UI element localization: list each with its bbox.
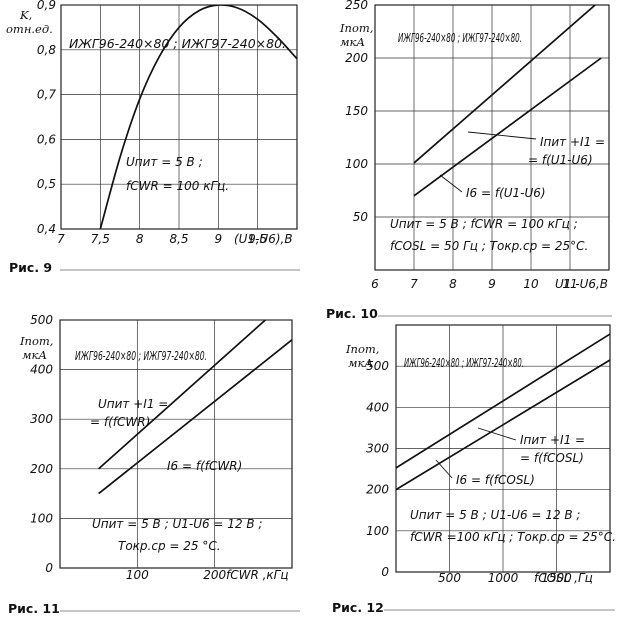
fig10-ylabel: Iпот, [339, 21, 373, 35]
fig11-title: ИЖГ96-240×80 ; ИЖГ97-240×80. [75, 348, 207, 363]
fig11-caption: Рис. 11 [8, 601, 60, 616]
fig11-yunit: мкА [22, 348, 47, 362]
fig10-ytick-label: 200 [345, 51, 368, 65]
fig9-xtick-label: 9,5 [248, 232, 267, 246]
chart-fig9: 7 7,5 8 8,5 9 9,5 0,4 0,5 0,6 0,7 0,8 0,9 K, отн.е… [6, 0, 300, 275]
fig10-ytick-label: 250 [345, 0, 368, 12]
fig12-xtick-label: 500 [438, 571, 461, 585]
fig9-xtick-label: 9 [215, 232, 223, 246]
fig11-condition-1: Uпит = 5 В ; U1-U6 = 12 В ; [92, 517, 262, 531]
fig10-yunit: мкА [340, 35, 365, 49]
fig12-ytick-label: 500 [366, 359, 389, 373]
fig11-ytick-label: 0 [45, 561, 53, 575]
fig9-xtick-label: 8,5 [169, 232, 188, 246]
fig11-ytick-label: 300 [30, 412, 53, 426]
fig12-title: ИЖГ96-240×80 ; ИЖГ97-240×80. [404, 355, 524, 370]
fig11-ylabel: Iпот, [19, 334, 53, 348]
fig10-title-1: ИЖГ96-240×80 ; ИЖГ97-240×80. [398, 30, 522, 45]
fig10-xtick-label: 11 [562, 277, 577, 291]
fig9-xlabel: (U1-U6),В [234, 232, 293, 246]
fig10-xtick-label: 7 [410, 277, 418, 291]
fig12-ytick-label: 0 [381, 565, 389, 579]
fig9-series-line-1 [99, 5, 297, 229]
fig9-ytick-label: 0,6 [37, 132, 56, 146]
fig12-ytick-label: 400 [366, 400, 389, 414]
fig10-series2-label: I6 = f(U1-U6) [466, 186, 546, 200]
fig12-series-line-1 [396, 333, 610, 469]
fig10-ytick-label: 150 [345, 104, 368, 118]
fig12-ytick-label: 200 [366, 483, 389, 497]
fig11-condition-2: Tокр.ср = 25 °C. [118, 539, 221, 553]
fig10-series1-label-b: = f(U1-U6) [528, 153, 593, 167]
fig10-condition-2: fCOSL = 50 Гц ; Tокр.ср = 25°C. [390, 239, 588, 253]
fig10-xtick-label: 8 [449, 277, 457, 291]
fig10-xtick-label: 9 [488, 277, 496, 291]
fig12-xtick-label: 1500 [541, 571, 572, 585]
fig10-xlabel: U1 -U6,В [555, 277, 608, 291]
fig12-condition-2: fCWR =100 кГц ; Tокр.ср = 25°C. [410, 530, 616, 544]
fig9-ytick-label: 0,8 [37, 43, 56, 57]
fig11-xlabel: fCWR ,кГц [226, 568, 289, 582]
fig9-xtick-label: 7,5 [91, 232, 110, 246]
fig9-xtick-label: 7 [57, 232, 65, 246]
fig10-series-line-2 [413, 57, 602, 197]
fig11-ytick-label: 400 [30, 363, 53, 377]
fig11-series-line-1 [98, 320, 267, 470]
fig11-xtick-label: 200 [203, 568, 226, 582]
fig11-series1-label-a: Uпит +I1 = [98, 397, 168, 411]
fig9-ytick-label: 0,5 [37, 177, 56, 191]
fig9-condition-1: Uпит = 5 В ; [126, 155, 203, 169]
fig10-ytick-label: 100 [345, 157, 368, 171]
fig10-series2-leader [439, 174, 463, 193]
fig11-series-line-2 [98, 339, 292, 495]
fig9-caption: Рис. 9 [9, 260, 52, 275]
fig10-ytick-label: 50 [353, 210, 369, 224]
fig10-series-line-1 [413, 5, 597, 164]
fig10-xtick-label: 10 [523, 277, 539, 291]
chart-fig11: 100 200 0 100 200 300 400 500 Iпот, мкА ИЖГ96-… [8, 313, 300, 616]
fig11-ytick-label: 100 [30, 511, 53, 525]
fig12-yunit: мкА [348, 356, 373, 370]
fig11-series2-label: I6 = f(fCWR) [167, 459, 242, 473]
fig10-condition-1: Uпит = 5 В ; fCWR = 100 кГц ; [390, 217, 578, 231]
fig10-xtick-label: 6 [371, 277, 379, 291]
fig12-series2-label: I6 = f(fCOSL) [456, 473, 535, 487]
fig12-series1-leader [477, 427, 517, 441]
fig12-series2-leader [435, 459, 453, 479]
chart-fig12: 500 1000 1500 0 100 200 300 400 500 Iпот, мкА И… [332, 324, 616, 615]
fig9-ytick-label: 0,9 [37, 0, 56, 12]
fig10-series1-label-a: Iпит +I1 = [540, 135, 605, 149]
fig9-ytick-label: 0,4 [37, 222, 56, 236]
fig9-xtick-label: 8 [136, 232, 144, 246]
fig12-xtick-label: 1000 [488, 571, 519, 585]
fig12-ytick-label: 100 [366, 524, 389, 538]
fig11-ytick-label: 500 [30, 313, 53, 327]
fig12-xlabel: fCOSL ,Гц [534, 571, 593, 585]
fig9-ylabel: K, [19, 8, 32, 22]
fig9-yunit: отн.ед. [6, 22, 53, 36]
fig12-series1-label-a: Iпит +I1 = [520, 433, 585, 447]
fig11-xtick-label: 100 [126, 568, 149, 582]
fig9-title: ИЖГ96-240×80 ; ИЖГ97-240×80. [69, 36, 286, 51]
fig11-series1-label-b: = f(fCWR) [90, 415, 150, 429]
fig10-caption: Рис. 10 [326, 306, 378, 321]
fig12-ylabel: Iпот, [345, 342, 379, 356]
fig12-series-line-2 [396, 359, 610, 491]
fig12-condition-1: Uпит = 5 В ; U1-U6 = 12 В ; [410, 508, 580, 522]
chart-fig10: 6 7 8 9 10 11 50 100 150 200 250 Iпот, мкА ИЖГ96-… [326, 0, 612, 321]
fig12-ytick-label: 300 [366, 442, 389, 456]
fig9-ytick-label: 0,7 [37, 88, 56, 102]
fig12-series1-label-b: = f(fCOSL) [520, 451, 584, 465]
fig10-series1-leader [467, 131, 537, 140]
fig11-ytick-label: 200 [30, 462, 53, 476]
fig9-condition-2: fCWR = 100 кГц. [126, 179, 229, 193]
fig12-caption: Рис. 12 [332, 600, 384, 615]
